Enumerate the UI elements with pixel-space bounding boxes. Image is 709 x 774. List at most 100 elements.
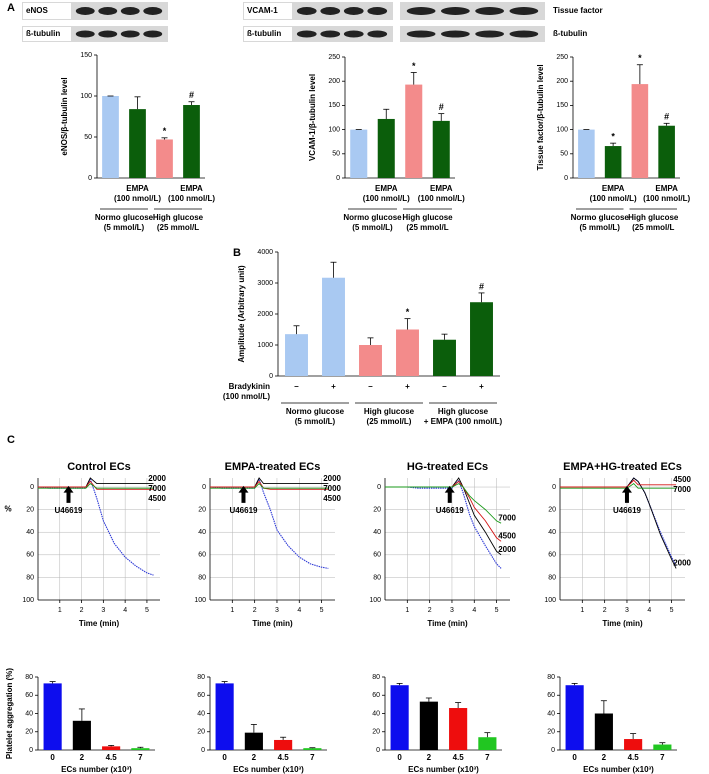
significance: *: [412, 61, 416, 71]
group-label: Normo glucose: [571, 213, 630, 222]
x-tick-label: 2: [252, 753, 257, 762]
series-line: [385, 479, 502, 569]
y-tick-label: 0: [552, 484, 556, 491]
y-tick-label: 40: [25, 710, 33, 717]
y-axis-label: VCAM-1/β-tubulin level: [308, 74, 317, 161]
panel-label: B: [233, 247, 241, 259]
bar: [183, 105, 200, 178]
series-line: [210, 480, 329, 490]
x-tick-label: 2: [603, 607, 607, 614]
x-tick-label: 4: [647, 607, 651, 614]
bar: [72, 720, 91, 750]
series-line: [210, 477, 329, 488]
bar: [215, 683, 234, 750]
blot-band: [120, 7, 140, 15]
group-label: + EMPA (100 nmol/L): [424, 417, 503, 426]
group-label: Normo glucose: [286, 407, 345, 416]
blot-band: [367, 30, 388, 38]
annotation-arrow: [444, 485, 455, 503]
y-tick-label: 150: [556, 102, 568, 109]
annotation-text: U46619: [436, 506, 465, 515]
y-tick-label: 80: [547, 674, 555, 681]
y-tick-label: 80: [197, 674, 205, 681]
blot-band: [75, 7, 95, 15]
blot-label: eNOS: [26, 6, 48, 15]
y-tick-label: 40: [372, 710, 380, 717]
panel-label: A: [7, 2, 15, 14]
y-tick-label: 0: [564, 175, 568, 182]
y-tick-label: 60: [548, 552, 556, 559]
bar: [285, 334, 308, 376]
y-tick-label: 2000: [257, 311, 273, 318]
x-tick-label: 4.5: [106, 753, 118, 762]
group-label: (25 mmol/L: [632, 223, 674, 232]
x-tick-label: 4: [297, 607, 301, 614]
x-tick-label: (100 nmol/L): [114, 194, 161, 203]
blot-band: [440, 7, 470, 15]
blot-band: [343, 7, 364, 15]
x-tick-label: 4.5: [278, 753, 290, 762]
significance: #: [664, 112, 669, 122]
significance: *: [638, 53, 642, 63]
significance: *: [406, 307, 410, 317]
bar: [470, 302, 493, 376]
group-label: (5 mmol/L): [104, 223, 145, 232]
group-label: High glucose: [364, 407, 415, 416]
blot-band: [98, 7, 118, 15]
annotation-text: U46619: [613, 506, 642, 515]
bar: [478, 737, 497, 750]
y-tick-label: 0: [377, 484, 381, 491]
series-line: [385, 483, 502, 524]
y-tick-label: 50: [332, 151, 340, 158]
blot-band: [475, 30, 505, 38]
bar: [396, 329, 419, 376]
series-label: 4500: [498, 531, 516, 540]
x-tick-label: 4: [123, 607, 127, 614]
series-label: 2000: [673, 558, 691, 567]
y-tick-label: 20: [25, 729, 33, 736]
blot-band: [143, 7, 163, 15]
bar: [433, 339, 456, 376]
x-tick-label: –: [442, 382, 447, 391]
y-tick-label: 80: [548, 574, 556, 581]
y-tick-label: 200: [328, 78, 340, 85]
y-tick-label: 80: [372, 674, 380, 681]
bar: [604, 146, 622, 178]
bar: [303, 748, 322, 750]
blot-band: [343, 30, 364, 38]
y-tick-label: 150: [328, 102, 340, 109]
group-label: High glucose: [438, 407, 489, 416]
blot-band: [120, 30, 140, 38]
y-tick-label: 60: [26, 552, 34, 559]
bar: [449, 708, 468, 750]
x-tick-label: (100 nmol/L): [168, 194, 215, 203]
series-line: [560, 479, 677, 488]
blot-label: ß-tubulin: [553, 29, 587, 38]
y-tick-label: 100: [22, 597, 34, 604]
bar: [359, 345, 382, 376]
y-tick-label: 100: [328, 126, 340, 133]
x-axis-label: ECs number (x10³): [61, 765, 132, 774]
bar: [156, 139, 173, 178]
significance: #: [479, 281, 484, 291]
group-label: (25 mmol/L): [367, 417, 412, 426]
y-tick-label: 20: [547, 729, 555, 736]
x-tick-label: 7: [138, 753, 143, 762]
bar: [350, 129, 368, 178]
bar: [274, 739, 293, 750]
x-tick-label: 7: [485, 753, 490, 762]
bar: [594, 713, 613, 750]
bar: [658, 125, 675, 178]
x-axis-label: ECs number (x10³): [233, 765, 304, 774]
annotation-text: U46619: [229, 506, 258, 515]
significance: *: [611, 132, 615, 142]
x-tick-label: EMPA: [430, 184, 453, 193]
x-tick-label: 2: [428, 607, 432, 614]
bar: [578, 129, 595, 178]
y-tick-label: 4000: [257, 249, 273, 256]
y-tick-label: 20: [26, 506, 34, 513]
x-tick-label: 3: [101, 607, 105, 614]
x-tick-label: +: [331, 382, 336, 391]
bar: [102, 746, 121, 750]
